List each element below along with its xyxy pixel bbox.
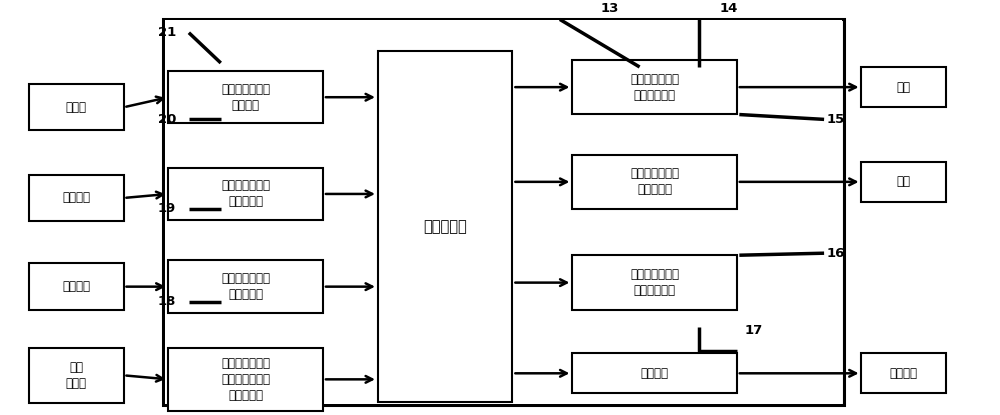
Text: 主控制芯片: 主控制芯片 [423, 219, 467, 234]
Text: 电机控制信号输
出接口电路: 电机控制信号输 出接口电路 [630, 167, 679, 196]
Text: 外电源: 外电源 [66, 101, 87, 114]
Bar [572, 353, 737, 393]
Bar [29, 175, 124, 221]
Bar [29, 348, 124, 403]
Bar [168, 261, 323, 313]
Text: 转速、电压、电
流、温度信号输
入接口电路: 转速、电压、电 流、温度信号输 入接口电路 [221, 357, 270, 402]
Bar [29, 264, 124, 310]
Bar [168, 71, 323, 123]
Bar [29, 84, 124, 130]
Text: 19: 19 [158, 203, 176, 215]
Bar [861, 67, 946, 107]
Text: 其他系统: 其他系统 [890, 367, 918, 380]
Text: 仪表: 仪表 [897, 81, 911, 94]
Bar [861, 353, 946, 393]
Text: 电子油门信号输
入接口电路: 电子油门信号输 入接口电路 [221, 179, 270, 208]
Text: 16: 16 [826, 247, 844, 260]
Text: 电子刹车信号输
入接口电路: 电子刹车信号输 入接口电路 [221, 272, 270, 301]
Bar [378, 51, 512, 402]
Bar [572, 60, 737, 115]
Text: 具有电子差速功
能的驱动电路: 具有电子差速功 能的驱动电路 [630, 268, 679, 297]
Text: 电机: 电机 [897, 176, 911, 188]
Text: 电子刹车: 电子刹车 [62, 280, 90, 293]
Text: 20: 20 [158, 113, 176, 126]
Bar [168, 348, 323, 410]
Bar [572, 155, 737, 209]
Text: 通讯接口: 通讯接口 [641, 367, 669, 380]
Text: 电子油门: 电子油门 [62, 191, 90, 205]
Text: 13: 13 [601, 2, 619, 15]
Text: 17: 17 [744, 325, 763, 337]
Text: 各类
传感器: 各类 传感器 [66, 361, 87, 390]
Bar [165, 20, 842, 404]
Text: 电源输入及调理
接口电路: 电源输入及调理 接口电路 [221, 83, 270, 112]
Text: 15: 15 [826, 113, 844, 126]
Text: 仪表盘显示数据
输出接口电路: 仪表盘显示数据 输出接口电路 [630, 73, 679, 102]
Bar [572, 255, 737, 310]
Bar [861, 162, 946, 202]
Bar [163, 20, 844, 405]
Bar [168, 168, 323, 220]
Text: 14: 14 [719, 2, 738, 15]
Text: 18: 18 [158, 295, 176, 308]
Text: 21: 21 [158, 26, 176, 39]
